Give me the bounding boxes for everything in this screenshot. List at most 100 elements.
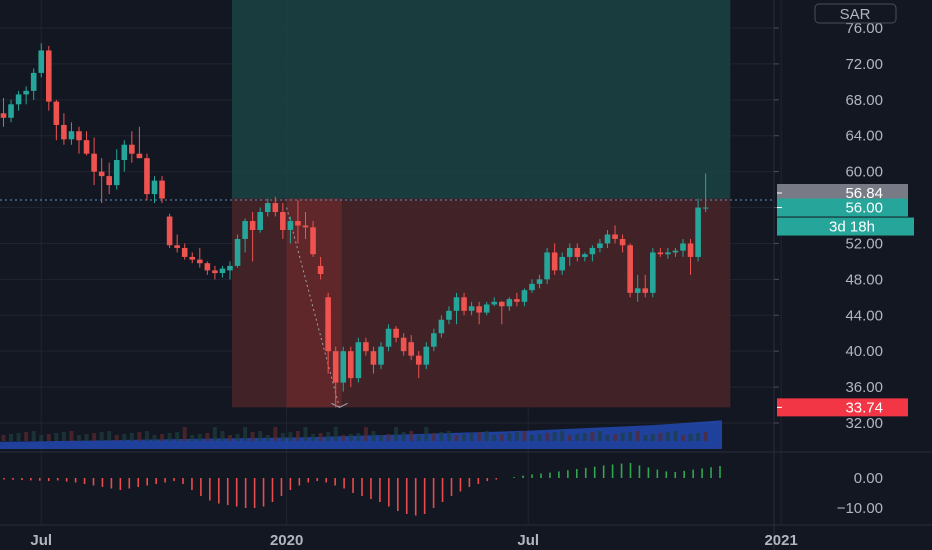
- candle[interactable]: [332, 346, 339, 408]
- candle[interactable]: [197, 247, 203, 268]
- candle[interactable]: [23, 86, 29, 105]
- candle[interactable]: [129, 131, 135, 163]
- candle[interactable]: [8, 99, 14, 123]
- candle[interactable]: [657, 247, 664, 257]
- candle[interactable]: [438, 315, 445, 338]
- time-axis[interactable]: Jul 2020 Jul 2021: [30, 532, 797, 549]
- candle[interactable]: [453, 292, 460, 325]
- candle[interactable]: [340, 346, 347, 392]
- candle[interactable]: [582, 252, 588, 262]
- candle[interactable]: [483, 301, 490, 316]
- candle[interactable]: [68, 122, 75, 145]
- candle[interactable]: [317, 256, 324, 280]
- candle[interactable]: [272, 196, 279, 217]
- candle[interactable]: [499, 300, 505, 325]
- candle[interactable]: [242, 218, 248, 253]
- candle[interactable]: [491, 297, 498, 307]
- candle[interactable]: [227, 261, 233, 280]
- candle[interactable]: [0, 98, 7, 127]
- candle[interactable]: [642, 274, 649, 298]
- candle[interactable]: [181, 243, 188, 260]
- candle[interactable]: [574, 243, 581, 262]
- candle[interactable]: [46, 45, 52, 111]
- candle[interactable]: [378, 342, 384, 370]
- candle[interactable]: [687, 238, 694, 275]
- candle[interactable]: [98, 158, 105, 204]
- candle[interactable]: [400, 333, 407, 356]
- candle[interactable]: [212, 265, 218, 280]
- candle[interactable]: [363, 337, 369, 356]
- candle[interactable]: [295, 200, 301, 244]
- candle[interactable]: [702, 173, 709, 213]
- candle[interactable]: [566, 243, 573, 266]
- candle[interactable]: [415, 351, 422, 379]
- candle[interactable]: [672, 247, 679, 257]
- candle[interactable]: [121, 140, 128, 172]
- candle[interactable]: [310, 221, 316, 257]
- candle[interactable]: [431, 328, 437, 352]
- candle[interactable]: [506, 297, 513, 311]
- candle[interactable]: [264, 198, 271, 217]
- candle-body: [249, 221, 256, 230]
- candle[interactable]: [393, 326, 399, 343]
- candle[interactable]: [514, 292, 520, 307]
- candle[interactable]: [604, 229, 611, 248]
- candle[interactable]: [612, 225, 618, 244]
- candle[interactable]: [650, 247, 656, 298]
- candle[interactable]: [174, 234, 180, 253]
- candle[interactable]: [113, 149, 120, 190]
- candle[interactable]: [144, 153, 150, 201]
- candle[interactable]: [385, 324, 392, 352]
- candle[interactable]: [257, 207, 263, 233]
- candle[interactable]: [695, 198, 701, 262]
- candle[interactable]: [15, 90, 22, 111]
- candle[interactable]: [166, 213, 173, 248]
- candle[interactable]: [529, 279, 535, 293]
- candle[interactable]: [287, 216, 294, 244]
- price-axis[interactable]: 76.00 72.00 68.00 64.00 60.00 56.00 52.00 48.00…: [774, 3, 897, 517]
- trade-zone-layer: [0, 0, 774, 408]
- candle-body: [566, 247, 573, 257]
- candle[interactable]: [355, 337, 362, 383]
- candle[interactable]: [423, 342, 430, 370]
- candle[interactable]: [91, 137, 97, 186]
- candle[interactable]: [370, 346, 377, 374]
- candle[interactable]: [53, 99, 60, 141]
- candle[interactable]: [634, 274, 641, 302]
- candle[interactable]: [136, 126, 143, 159]
- candle[interactable]: [151, 176, 158, 204]
- candle[interactable]: [627, 243, 633, 298]
- candle[interactable]: [76, 126, 82, 154]
- candle[interactable]: [446, 306, 452, 325]
- candle[interactable]: [219, 265, 226, 278]
- candle[interactable]: [106, 162, 112, 195]
- candle[interactable]: [159, 176, 165, 204]
- candle[interactable]: [551, 243, 558, 275]
- candle[interactable]: [348, 346, 354, 388]
- candle[interactable]: [280, 203, 286, 239]
- candle[interactable]: [83, 131, 90, 156]
- candle[interactable]: [325, 292, 331, 374]
- candle[interactable]: [680, 238, 686, 257]
- candle[interactable]: [619, 234, 626, 253]
- candle[interactable]: [544, 247, 550, 284]
- candle[interactable]: [408, 335, 414, 361]
- candle[interactable]: [38, 43, 45, 78]
- candle[interactable]: [665, 247, 671, 259]
- candle[interactable]: [476, 301, 482, 325]
- candle[interactable]: [536, 274, 543, 289]
- candle[interactable]: [302, 212, 309, 239]
- candle[interactable]: [589, 245, 596, 262]
- candles-layer[interactable]: [0, 43, 709, 408]
- candle[interactable]: [461, 292, 467, 316]
- candle[interactable]: [234, 234, 241, 268]
- candle[interactable]: [597, 238, 603, 253]
- candle[interactable]: [559, 252, 565, 275]
- candle[interactable]: [30, 68, 37, 100]
- candle[interactable]: [249, 212, 256, 262]
- candle[interactable]: [204, 261, 211, 275]
- candle[interactable]: [521, 288, 528, 307]
- candle[interactable]: [189, 252, 196, 264]
- candle[interactable]: [61, 113, 67, 145]
- candle[interactable]: [468, 301, 475, 316]
